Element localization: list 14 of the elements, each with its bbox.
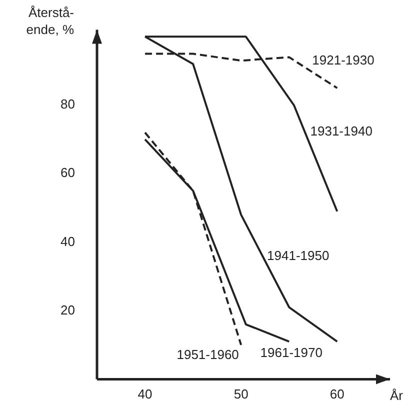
series-label: 1951-1960 xyxy=(176,346,239,362)
series-label: 1921-1930 xyxy=(312,52,374,68)
series-label: 1961-1970 xyxy=(260,345,322,360)
x-tick-label: 60 xyxy=(330,386,344,402)
series-label: 1941-1950 xyxy=(267,248,330,264)
y-axis-title: Återstå- ende, % xyxy=(25,4,74,38)
y-tick-label: 40 xyxy=(60,234,75,249)
y-tick-label: 20 xyxy=(60,302,75,318)
y-tick-label: 60 xyxy=(60,165,75,180)
x-axis-title: År xyxy=(390,388,403,403)
x-tick-label: 50 xyxy=(234,386,248,402)
y-tick-label: 80 xyxy=(60,96,75,112)
x-tick-label: 40 xyxy=(138,386,152,402)
series-label: 1931-1940 xyxy=(310,123,372,138)
